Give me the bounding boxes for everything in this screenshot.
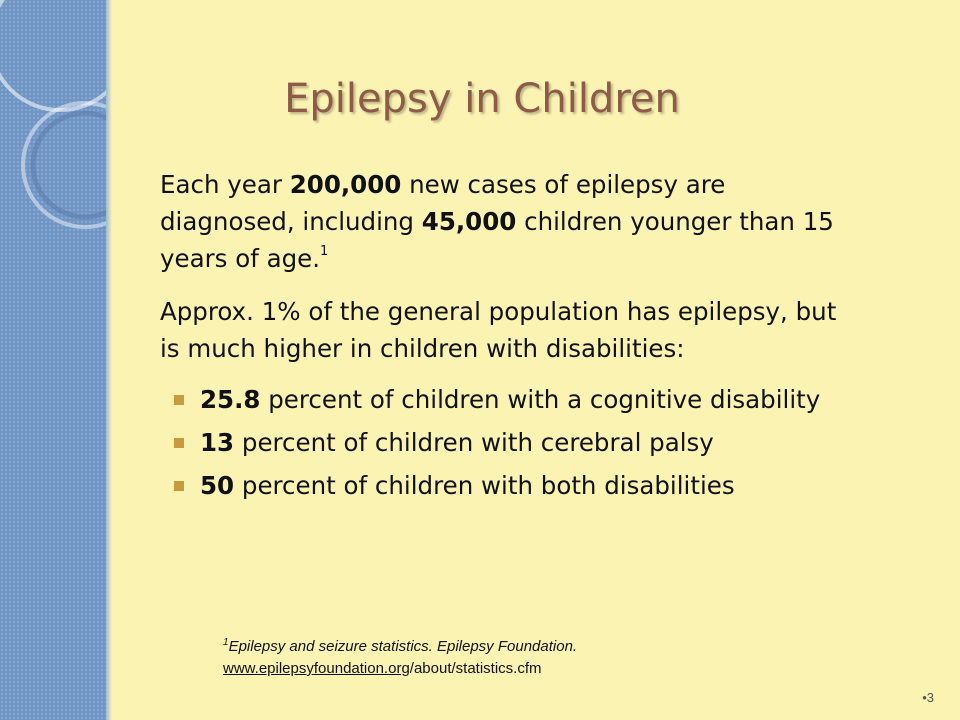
footnote-link[interactable]: www.epilepsyfoundation.org: [223, 660, 410, 677]
page-dot: •: [922, 690, 927, 705]
page-number-wrap: •3: [922, 690, 934, 705]
bullet-number: 13: [200, 428, 235, 457]
footnote-link-rest: /about/statistics.cfm: [409, 660, 542, 677]
bullet-number: 50: [200, 471, 235, 500]
text-run: Each year: [160, 170, 290, 199]
footnote-mark: 1: [223, 637, 229, 648]
bullet-text: percent of children with both disabiliti…: [234, 471, 735, 500]
bold-run: 200,000: [289, 170, 402, 199]
decoration: [0, 0, 106, 229]
footnote: 1Epilepsy and seizure statistics. Epilep…: [223, 636, 577, 680]
text-run: Approx. 1% of the general population has…: [160, 297, 837, 363]
bullet-item: 13 percent of children with cerebral pal…: [160, 426, 850, 460]
bullet-item: 25.8 percent of children with a cognitiv…: [160, 383, 850, 417]
bullet-number: 25.8: [200, 385, 261, 414]
bullet-text: percent of children with cerebral palsy: [234, 428, 714, 457]
text-run: new cases of epilepsy are diagnosed, inc…: [160, 170, 726, 236]
footnote-ref: 1: [320, 244, 329, 259]
paragraph: Approx. 1% of the general population has…: [160, 293, 850, 367]
bullet-item: 50 percent of children with both disabil…: [160, 469, 850, 503]
page-number: 3: [926, 690, 934, 705]
sidebar: [0, 0, 106, 720]
sidebar-edge: [106, 0, 112, 720]
slide-title: Epilepsy in Children: [284, 76, 680, 122]
paragraphs: Each year 200,000 new cases of epilepsy …: [160, 166, 850, 367]
text-run: children younger than 15 years of age.: [160, 207, 834, 273]
footnote-text: Epilepsy and seizure statistics. Epileps…: [228, 638, 578, 655]
bullet-list: 25.8 percent of children with a cognitiv…: [160, 383, 850, 503]
content: Each year 200,000 new cases of epilepsy …: [160, 166, 850, 512]
paragraph: Each year 200,000 new cases of epilepsy …: [160, 166, 850, 277]
bold-run: 45,000: [421, 207, 517, 236]
bullet-text: percent of children with a cognitive dis…: [260, 385, 821, 414]
